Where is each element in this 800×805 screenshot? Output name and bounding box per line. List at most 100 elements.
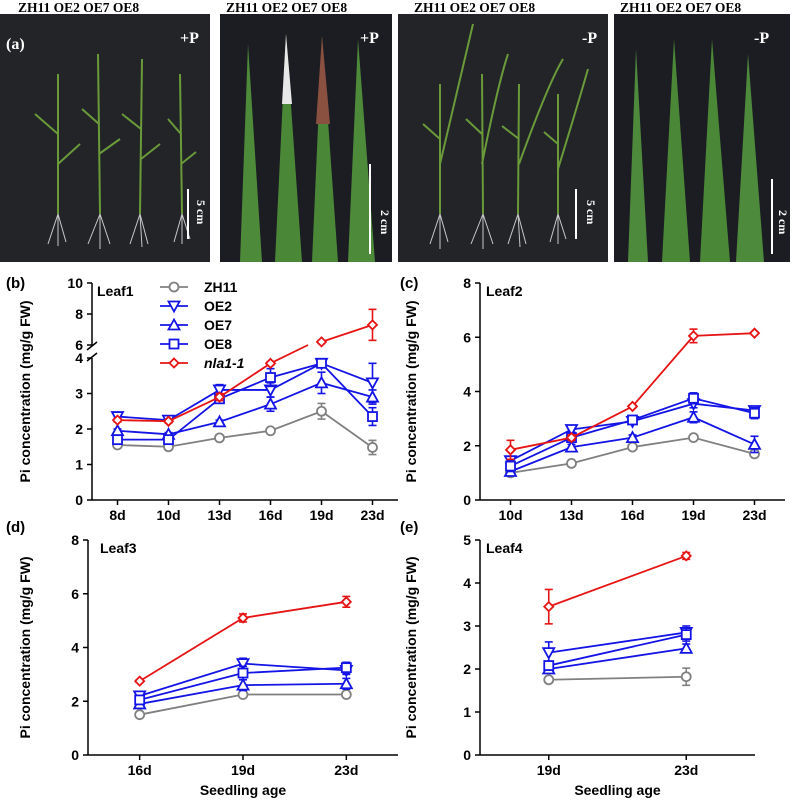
data-point (541, 647, 556, 661)
panel-a-label: (a) (6, 36, 25, 53)
axis-break-mark (86, 352, 98, 362)
data-point (111, 414, 124, 426)
data-point (133, 675, 146, 687)
series-line (548, 555, 687, 608)
panel-letter: (c) (400, 275, 418, 292)
y-tick-label: 0 (71, 747, 79, 763)
series-nla1-1 (504, 327, 761, 461)
y-tick-label: 4 (75, 350, 83, 366)
data-point (235, 658, 251, 671)
legend-marker (166, 300, 182, 314)
legend-marker (168, 357, 180, 369)
y-axis-label: Pi concentration (mg/g FW) (403, 301, 419, 483)
y-tick-label: 3 (463, 618, 471, 634)
series-line (548, 633, 687, 667)
photo3-genotype-header: ZH11 OE2 OE7 OE8 (414, 0, 536, 15)
data-point (316, 357, 327, 369)
y-tick-label: 0 (463, 747, 471, 763)
x-tick-label: 8d (109, 507, 125, 523)
seedling-photo-art (34, 53, 197, 249)
y-tick-label: 5 (463, 532, 471, 548)
x-tick-label: 16d (620, 507, 644, 523)
series-oe8 (543, 627, 692, 671)
data-point (627, 414, 638, 426)
series-zh11 (134, 689, 352, 721)
data-point (265, 425, 276, 437)
series-oe8 (112, 357, 378, 446)
data-point (340, 596, 353, 608)
seedling-photo-art (422, 23, 589, 249)
data-point (163, 434, 174, 446)
data-point (680, 671, 692, 683)
y-tick-label: 4 (463, 384, 471, 400)
data-point (565, 431, 578, 444)
y-tick-label: 6 (463, 329, 471, 345)
x-tick-label: 23d (360, 507, 384, 523)
series-oe7 (541, 640, 694, 675)
series-line (117, 410, 374, 449)
legend-label: OE2 (204, 298, 232, 314)
data-point (679, 640, 694, 654)
y-axis-label: Pi concentration (mg/g FW) (17, 301, 33, 483)
data-point (237, 667, 249, 679)
x-tick-label: 19d (681, 507, 705, 523)
data-point (365, 389, 380, 403)
series-line (117, 362, 373, 422)
legend-label: OE7 (204, 317, 232, 333)
photo-leaves-minus-p: -P 2 cm (614, 14, 790, 262)
data-point (162, 415, 175, 427)
data-point (366, 319, 379, 331)
y-tick-label: 3 (75, 386, 83, 402)
x-tick-label: 13d (207, 507, 231, 523)
data-point (566, 457, 577, 469)
photo-seedlings-minus-p: -P 5 cm (398, 14, 608, 262)
data-point (213, 391, 226, 403)
series-line (117, 362, 374, 441)
x-tick-label: 23d (674, 762, 698, 778)
y-tick-label: 8 (71, 532, 79, 548)
data-point (339, 676, 354, 690)
chart-leaf4: 0 1 2 3 4 5 19d 23d (e) Leaf4 Pi concentration (mg… (400, 519, 755, 798)
photo-leaves-plus-p: +P 2 cm (220, 14, 392, 262)
y-tick-label: 8 (75, 306, 83, 322)
data-point (626, 400, 639, 413)
y-tick-label: 4 (71, 640, 79, 656)
data-point (688, 432, 699, 444)
y-tick-label: 6 (71, 586, 79, 602)
leaf-photo-art (628, 39, 773, 262)
data-point (680, 629, 692, 640)
panel-letter: (b) (6, 275, 25, 292)
y-tick-label: 8 (463, 275, 471, 291)
data-point (340, 689, 352, 700)
data-point (748, 327, 761, 339)
data-point (314, 375, 329, 389)
y-tick-label: 4 (463, 575, 471, 591)
y-tick-label: 2 (463, 438, 471, 454)
data-point (564, 424, 579, 437)
data-point (264, 357, 277, 370)
data-point (686, 409, 701, 423)
x-tick-label: 23d (334, 762, 358, 778)
data-point (680, 550, 693, 562)
y-axis-label: Pi concentration (mg/g FW) (17, 557, 33, 739)
data-point (505, 460, 516, 472)
y-tick-label: 6 (75, 337, 83, 353)
x-tick-label: 19d (231, 762, 255, 778)
x-tick-label: 10d (156, 507, 180, 523)
photo1-condition: +P (180, 30, 199, 47)
photo2-condition: +P (360, 30, 379, 47)
y-tick-label: 2 (71, 693, 79, 709)
series-line (548, 631, 687, 654)
data-point (749, 407, 760, 419)
series-line (548, 647, 687, 670)
legend-label: OE8 (204, 336, 232, 352)
y-tick-label: 1 (463, 704, 471, 720)
data-point (237, 612, 249, 624)
series-oe7 (503, 409, 762, 477)
photo1-genotype-header: ZH11 OE2 OE7 OE8 (18, 0, 140, 15)
y-tick-label: 0 (463, 492, 471, 508)
data-point (237, 689, 249, 700)
y-axis-label: Pi concentration (mg/g FW) (403, 557, 419, 739)
axis-break-mark (86, 341, 98, 351)
data-point (625, 430, 640, 444)
